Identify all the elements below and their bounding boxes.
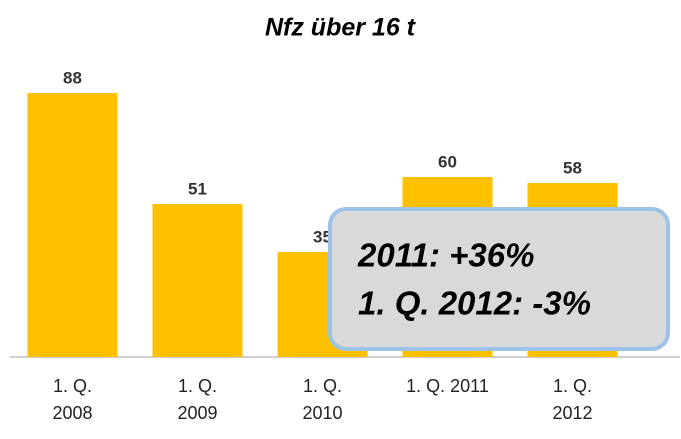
x-tick-label: 1. Q. (553, 376, 592, 396)
chart-title: Nfz über 16 t (265, 14, 417, 42)
x-tick-label: 1. Q. 2011 (406, 376, 489, 396)
x-tick-label: 2010 (302, 403, 342, 423)
x-tick-label: 1. Q. (178, 376, 217, 396)
value-label: 60 (438, 152, 457, 171)
annotation: 2011: +36% (357, 237, 534, 274)
x-tick-label: 2008 (52, 403, 92, 423)
bar (27, 93, 118, 357)
value-label: 58 (563, 158, 582, 177)
x-tick-label: 2009 (177, 403, 217, 423)
x-tick-label: 1. Q. (53, 376, 92, 396)
bar (152, 204, 243, 357)
x-tick-label: 1. Q. (303, 376, 342, 396)
x-tick-label: 2012 (552, 403, 592, 423)
value-label: 88 (63, 68, 82, 87)
annotation: 1. Q. 2012: -3% (358, 285, 591, 322)
value-label: 35 (313, 227, 332, 246)
annotation-box (328, 207, 670, 351)
value-label: 51 (188, 179, 207, 198)
